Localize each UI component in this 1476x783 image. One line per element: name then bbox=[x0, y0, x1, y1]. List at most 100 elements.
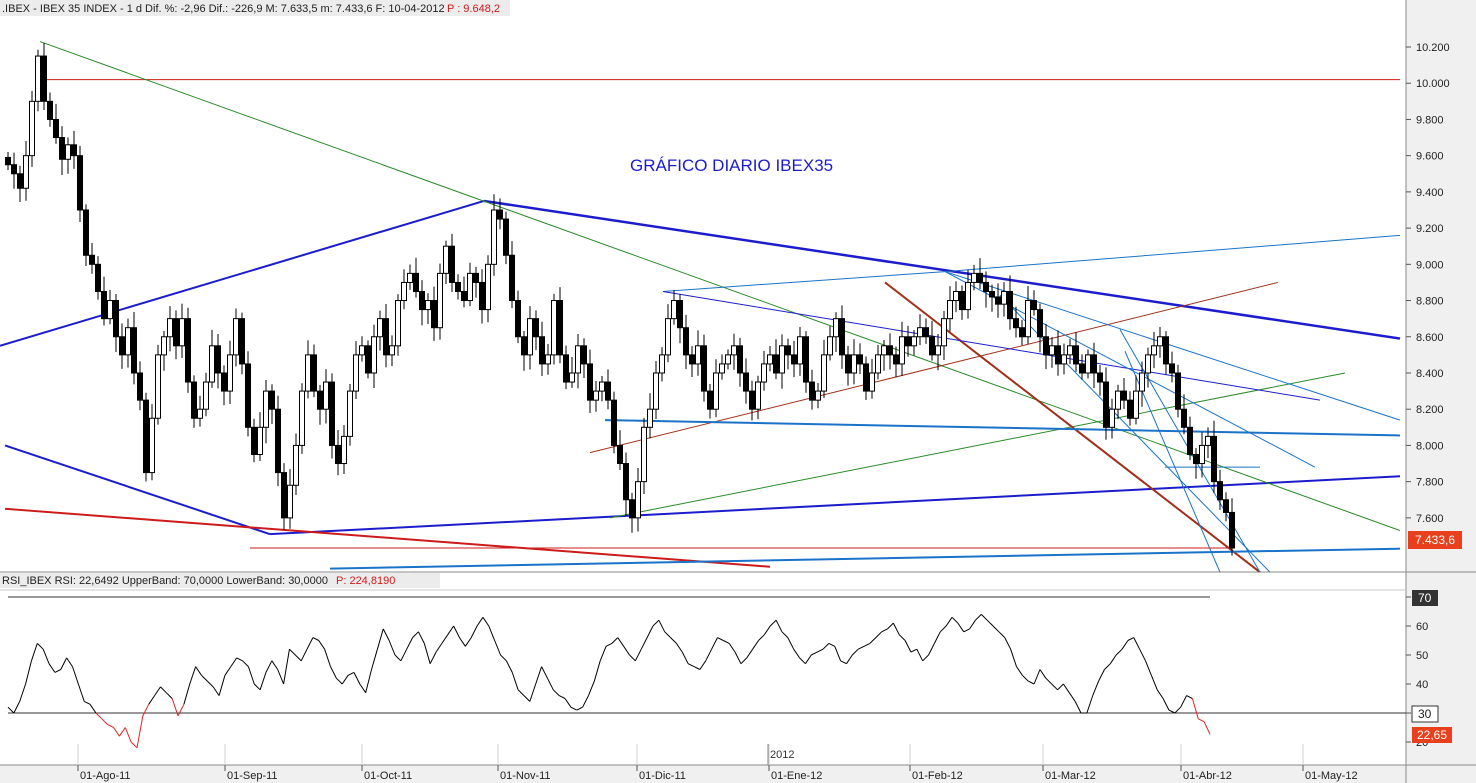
candle-body bbox=[761, 363, 767, 383]
candle-body bbox=[371, 336, 377, 374]
candle-body bbox=[191, 381, 197, 419]
candle-body bbox=[1007, 290, 1013, 320]
rsi-segment bbox=[201, 674, 208, 682]
candle-body bbox=[455, 281, 461, 292]
candle-body bbox=[1157, 336, 1163, 347]
price-tick-label: 9.000 bbox=[1416, 259, 1444, 271]
candle-body bbox=[395, 300, 401, 347]
rsi-segment bbox=[781, 631, 789, 638]
rsi-segment bbox=[101, 718, 109, 725]
candle-body bbox=[1133, 390, 1139, 419]
candle-body bbox=[1025, 300, 1031, 338]
candle-body bbox=[83, 209, 89, 256]
candle-body bbox=[1193, 453, 1199, 465]
candle-body bbox=[1103, 381, 1109, 428]
candle-body bbox=[785, 345, 791, 356]
price-panel bbox=[0, 0, 1406, 572]
rsi-segment bbox=[511, 672, 519, 690]
candle-body bbox=[1127, 399, 1133, 419]
rsi-segment bbox=[48, 663, 56, 673]
rsi-last-badge bbox=[1412, 727, 1452, 743]
header-pointer: P : 9.648,2 bbox=[447, 3, 500, 15]
date-tick-label: 01-Ago-11 bbox=[80, 770, 131, 782]
rsi-segment bbox=[892, 622, 900, 635]
candle-body bbox=[323, 381, 329, 410]
rsi-segment bbox=[335, 677, 343, 685]
rsi-segment bbox=[183, 683, 191, 705]
rsi-segment bbox=[447, 625, 455, 635]
candle-body bbox=[989, 290, 995, 298]
candle-body bbox=[971, 272, 977, 283]
candle-body bbox=[431, 300, 437, 329]
candle-body bbox=[929, 336, 935, 356]
candle-body bbox=[1073, 345, 1079, 365]
candle-body bbox=[1061, 354, 1067, 365]
date-tick-label: 01-Oct-11 bbox=[364, 770, 412, 782]
candle-body bbox=[107, 300, 113, 320]
rsi-segment bbox=[224, 666, 232, 676]
price-tick-label: 8.200 bbox=[1416, 404, 1444, 416]
candle-body bbox=[41, 55, 47, 102]
candle-body bbox=[821, 354, 827, 392]
price-tick-label: 9.600 bbox=[1416, 151, 1444, 163]
rsi-segment bbox=[869, 637, 877, 644]
rsi-segment bbox=[36, 643, 44, 650]
candle-body bbox=[407, 272, 413, 283]
hline-blue-8100 bbox=[604, 419, 1401, 437]
candle-body bbox=[593, 390, 599, 401]
trend-lower-support bbox=[269, 475, 1401, 536]
candle-body bbox=[1079, 363, 1085, 374]
candle-body bbox=[899, 336, 905, 365]
candle-body bbox=[959, 290, 965, 311]
candle-body bbox=[1205, 435, 1211, 446]
candle-body bbox=[113, 300, 119, 338]
rsi-segment bbox=[353, 672, 361, 685]
rsi-segment bbox=[371, 649, 378, 670]
rsi-segment bbox=[1109, 654, 1117, 664]
candle-body bbox=[797, 336, 803, 365]
rsi-segment bbox=[1150, 675, 1158, 690]
date-tick-label: 01-Sep-11 bbox=[227, 770, 278, 782]
rsi-last-label: 22,65 bbox=[1417, 728, 1447, 742]
rsi-segment bbox=[1022, 674, 1029, 682]
candle-body bbox=[803, 336, 809, 383]
candle-body bbox=[953, 290, 959, 302]
candle-body bbox=[719, 363, 725, 374]
candle-body bbox=[461, 290, 467, 302]
rsi-segment bbox=[1004, 637, 1012, 650]
candle-body bbox=[1115, 390, 1121, 410]
candle-body bbox=[203, 381, 209, 410]
candle-body bbox=[47, 100, 53, 120]
candle-body bbox=[581, 345, 587, 365]
candle-body bbox=[365, 345, 371, 374]
candle-body bbox=[737, 345, 743, 374]
rsi-segment bbox=[54, 669, 61, 673]
candle-body bbox=[773, 354, 779, 374]
candle-body bbox=[671, 300, 677, 320]
rsi-segment bbox=[318, 640, 326, 650]
rsi-segment bbox=[165, 692, 173, 699]
rsi-segment bbox=[324, 649, 331, 667]
rsi-segment bbox=[177, 704, 185, 717]
price-tick-label: 10.000 bbox=[1416, 78, 1450, 90]
rsi-segment bbox=[494, 640, 501, 656]
rsi-segment bbox=[300, 648, 308, 662]
channel-top-b bbox=[944, 234, 1401, 273]
candle-body bbox=[965, 281, 971, 311]
candle-body bbox=[839, 318, 845, 356]
candle-body bbox=[755, 381, 761, 410]
candle-body bbox=[587, 363, 593, 401]
candle-body bbox=[563, 354, 569, 383]
rsi-segment bbox=[124, 727, 132, 743]
candle-body bbox=[1067, 345, 1073, 356]
rsi-segment bbox=[347, 671, 355, 676]
candle-body bbox=[71, 144, 77, 157]
candle-body bbox=[1169, 363, 1175, 374]
rsi-segment bbox=[593, 660, 601, 682]
rsi-segment bbox=[72, 666, 79, 685]
channel-mid bbox=[662, 290, 1321, 401]
candle-body bbox=[713, 372, 719, 410]
candle-body bbox=[569, 372, 575, 383]
rsi-segment bbox=[552, 689, 560, 696]
rsi-segment bbox=[283, 649, 290, 685]
